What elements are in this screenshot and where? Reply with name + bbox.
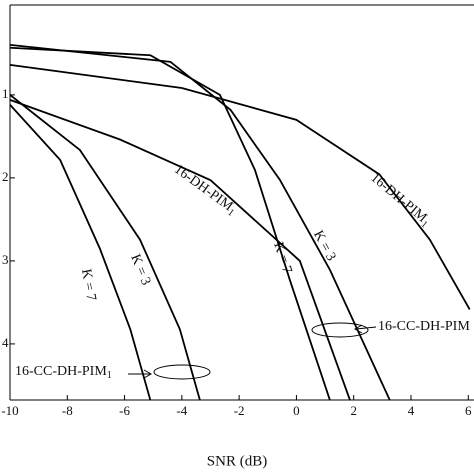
group-ellipse — [311, 322, 369, 338]
curve — [9, 94, 201, 401]
x-tick-label: 6 — [465, 403, 472, 418]
y-tick-label: 2 — [2, 169, 9, 184]
y-tick-label: 4 — [2, 335, 9, 350]
x-tick-label: 2 — [350, 403, 357, 418]
annotation: 16-DH-PIM1 — [170, 162, 239, 219]
group-ellipse — [153, 364, 211, 380]
annotation: K = 3 — [127, 252, 153, 287]
x-tick-label: 0 — [293, 403, 300, 418]
curve — [9, 46, 331, 401]
x-tick-label: -4 — [176, 403, 187, 418]
arrow — [353, 324, 377, 334]
x-tick-label: 4 — [408, 403, 415, 418]
x-axis-label: SNR (dB) — [207, 453, 267, 469]
curve — [9, 99, 351, 401]
x-tick-label: -10 — [1, 403, 18, 418]
annotation: 16-CC-DH-PIM — [378, 319, 470, 334]
curve — [9, 44, 391, 401]
curve — [9, 63, 471, 310]
curve — [9, 104, 152, 401]
annotation: K = 7 — [78, 268, 98, 302]
y-tick-label: 3 — [2, 252, 9, 267]
x-tick-label: -8 — [62, 403, 73, 418]
arrow — [128, 369, 153, 379]
x-tick-label: -6 — [119, 403, 130, 418]
y-tick-label: 1 — [2, 86, 9, 101]
x-tick-label: -2 — [234, 403, 245, 418]
annotation: 16-CC-DH-PIM1 — [15, 364, 112, 381]
